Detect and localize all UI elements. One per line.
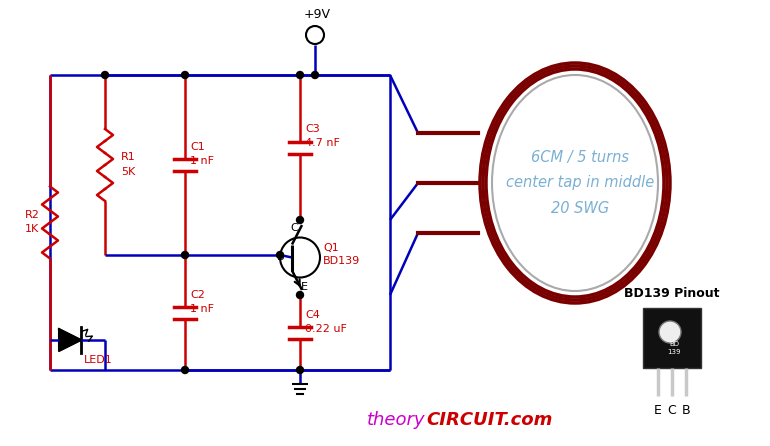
Text: 1K: 1K <box>25 224 39 235</box>
Text: 5K: 5K <box>121 167 136 177</box>
Text: CIRCUIT.com: CIRCUIT.com <box>426 411 552 429</box>
Text: C1: C1 <box>190 142 205 152</box>
Circle shape <box>276 252 283 259</box>
Circle shape <box>296 292 303 298</box>
Text: E: E <box>300 282 307 292</box>
Text: R1: R1 <box>121 152 136 162</box>
Text: 1 nF: 1 nF <box>190 156 214 166</box>
Text: B: B <box>276 252 284 262</box>
Text: E: E <box>654 404 662 417</box>
Text: +9V: +9V <box>303 8 330 21</box>
Text: theory: theory <box>367 411 425 429</box>
Circle shape <box>182 367 189 373</box>
Polygon shape <box>59 329 81 351</box>
Circle shape <box>296 367 303 373</box>
Text: LED1: LED1 <box>84 355 112 365</box>
Text: R2: R2 <box>25 210 39 219</box>
Text: C2: C2 <box>190 289 205 300</box>
Text: 0.22 uF: 0.22 uF <box>305 323 346 334</box>
Text: C4: C4 <box>305 310 320 319</box>
Text: BD139 Pinout: BD139 Pinout <box>624 287 720 300</box>
Text: BD
139: BD 139 <box>668 342 681 355</box>
Circle shape <box>296 216 303 223</box>
Text: C3: C3 <box>305 124 320 135</box>
Circle shape <box>182 71 189 78</box>
Circle shape <box>312 71 319 78</box>
Text: 6CM / 5 turns
center tap in middle
20 SWG: 6CM / 5 turns center tap in middle 20 SW… <box>506 150 654 216</box>
Text: Q1: Q1 <box>323 243 339 252</box>
Circle shape <box>102 71 109 78</box>
Text: C: C <box>668 404 676 417</box>
Text: BD139: BD139 <box>323 256 360 267</box>
Text: B: B <box>681 404 691 417</box>
Text: 4.7 nF: 4.7 nF <box>305 139 340 149</box>
Circle shape <box>182 252 189 259</box>
Text: 1 nF: 1 nF <box>190 303 214 314</box>
FancyBboxPatch shape <box>643 308 701 368</box>
Circle shape <box>296 71 303 78</box>
Circle shape <box>659 321 681 343</box>
Text: C: C <box>290 223 298 233</box>
